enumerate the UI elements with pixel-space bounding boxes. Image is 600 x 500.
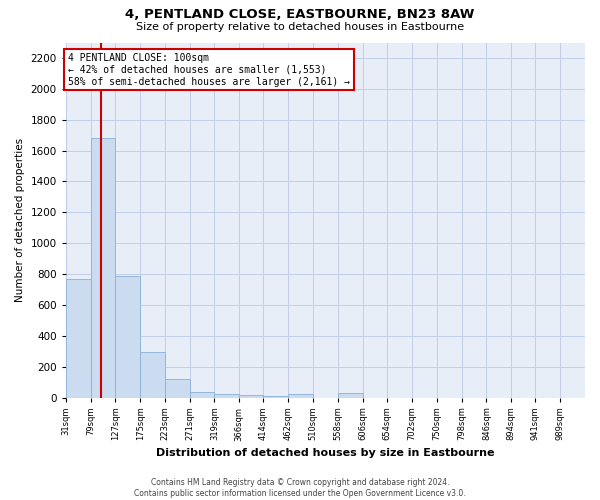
Bar [338,393,362,398]
Y-axis label: Number of detached properties: Number of detached properties [15,138,25,302]
Text: 4 PENTLAND CLOSE: 100sqm
← 42% of detached houses are smaller (1,553)
58% of sem: 4 PENTLAND CLOSE: 100sqm ← 42% of detach… [68,54,350,86]
Text: Contains HM Land Registry data © Crown copyright and database right 2024.
Contai: Contains HM Land Registry data © Crown c… [134,478,466,498]
Text: 4, PENTLAND CLOSE, EASTBOURNE, BN23 8AW: 4, PENTLAND CLOSE, EASTBOURNE, BN23 8AW [125,8,475,20]
X-axis label: Distribution of detached houses by size in Eastbourne: Distribution of detached houses by size … [156,448,494,458]
Bar [165,379,190,398]
Text: Size of property relative to detached houses in Eastbourne: Size of property relative to detached ho… [136,22,464,32]
Bar [263,396,288,398]
Bar [288,394,313,398]
Bar [115,276,140,398]
Bar [214,394,239,398]
Bar [140,352,165,398]
Bar [91,138,115,398]
Bar [239,395,263,398]
Bar [190,392,214,398]
Bar [66,278,91,398]
